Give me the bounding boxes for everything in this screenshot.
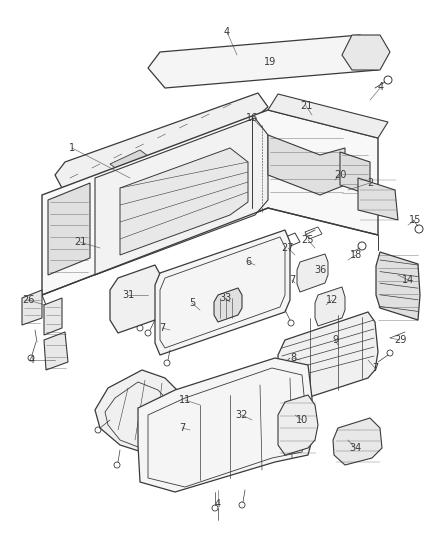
- Polygon shape: [315, 287, 345, 326]
- Text: 11: 11: [179, 395, 191, 405]
- Text: 1: 1: [69, 143, 75, 153]
- Text: 9: 9: [332, 335, 338, 345]
- Text: 5: 5: [189, 298, 195, 308]
- Polygon shape: [297, 254, 328, 292]
- Polygon shape: [95, 370, 182, 452]
- Text: 18: 18: [350, 250, 362, 260]
- Text: 14: 14: [402, 275, 414, 285]
- Polygon shape: [110, 265, 162, 333]
- Text: 20: 20: [334, 170, 346, 180]
- Text: 2: 2: [367, 178, 373, 188]
- Text: 4: 4: [29, 355, 35, 365]
- Text: 21: 21: [300, 101, 312, 111]
- Text: 7: 7: [159, 323, 165, 333]
- Polygon shape: [278, 395, 318, 455]
- Polygon shape: [268, 94, 388, 138]
- Polygon shape: [342, 35, 390, 70]
- Text: 8: 8: [290, 353, 296, 363]
- Text: 4: 4: [378, 82, 384, 92]
- Text: 15: 15: [409, 215, 421, 225]
- Polygon shape: [42, 110, 378, 295]
- Polygon shape: [120, 148, 248, 255]
- Text: 10: 10: [296, 415, 308, 425]
- Polygon shape: [48, 183, 90, 275]
- Text: 29: 29: [394, 335, 406, 345]
- Text: 12: 12: [326, 295, 338, 305]
- Polygon shape: [44, 332, 68, 370]
- Polygon shape: [95, 118, 268, 275]
- Text: 32: 32: [236, 410, 248, 420]
- Text: 7: 7: [289, 275, 295, 285]
- Polygon shape: [155, 230, 290, 355]
- Polygon shape: [268, 135, 345, 195]
- Polygon shape: [358, 178, 398, 220]
- Text: 26: 26: [22, 295, 34, 305]
- Polygon shape: [22, 290, 42, 325]
- Text: 7: 7: [372, 363, 378, 373]
- Polygon shape: [333, 418, 382, 465]
- Polygon shape: [340, 152, 370, 195]
- Polygon shape: [110, 150, 148, 170]
- Polygon shape: [55, 93, 268, 188]
- Text: 21: 21: [74, 237, 86, 247]
- Text: 6: 6: [245, 257, 251, 267]
- Text: 31: 31: [122, 290, 134, 300]
- Text: 25: 25: [302, 235, 314, 245]
- Text: 4: 4: [215, 499, 221, 509]
- Text: 4: 4: [224, 27, 230, 37]
- Polygon shape: [376, 252, 420, 320]
- Text: 19: 19: [264, 57, 276, 67]
- Text: 16: 16: [246, 113, 258, 123]
- Text: 36: 36: [314, 265, 326, 275]
- Polygon shape: [138, 358, 312, 492]
- Text: 27: 27: [282, 243, 294, 253]
- Text: 34: 34: [349, 443, 361, 453]
- Polygon shape: [44, 298, 62, 335]
- Polygon shape: [214, 288, 242, 322]
- Polygon shape: [148, 35, 380, 88]
- Polygon shape: [278, 312, 378, 405]
- Text: 7: 7: [179, 423, 185, 433]
- Text: 33: 33: [219, 293, 231, 303]
